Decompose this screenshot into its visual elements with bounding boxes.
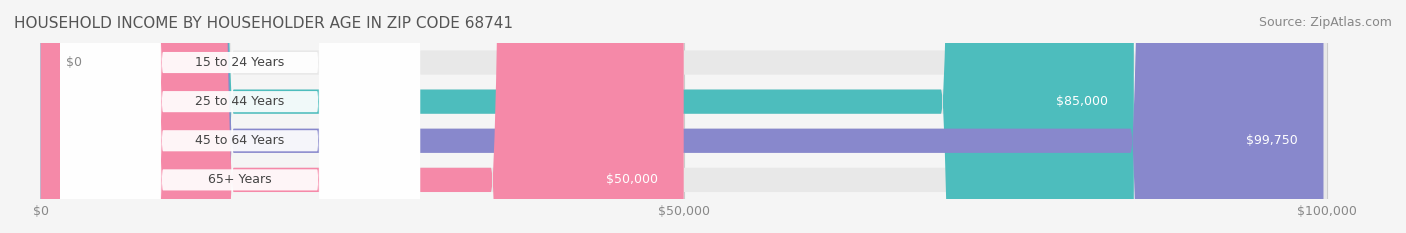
Text: Source: ZipAtlas.com: Source: ZipAtlas.com bbox=[1258, 16, 1392, 29]
FancyBboxPatch shape bbox=[60, 0, 420, 233]
FancyBboxPatch shape bbox=[41, 0, 1323, 233]
Text: $85,000: $85,000 bbox=[1056, 95, 1108, 108]
FancyBboxPatch shape bbox=[41, 0, 1133, 233]
FancyBboxPatch shape bbox=[60, 0, 420, 233]
Text: 15 to 24 Years: 15 to 24 Years bbox=[195, 56, 284, 69]
Text: 65+ Years: 65+ Years bbox=[208, 173, 271, 186]
Text: $99,750: $99,750 bbox=[1246, 134, 1298, 147]
FancyBboxPatch shape bbox=[60, 0, 420, 233]
FancyBboxPatch shape bbox=[60, 0, 420, 233]
Text: 25 to 44 Years: 25 to 44 Years bbox=[195, 95, 284, 108]
FancyBboxPatch shape bbox=[41, 0, 1327, 233]
Text: $50,000: $50,000 bbox=[606, 173, 658, 186]
FancyBboxPatch shape bbox=[41, 0, 683, 233]
Text: HOUSEHOLD INCOME BY HOUSEHOLDER AGE IN ZIP CODE 68741: HOUSEHOLD INCOME BY HOUSEHOLDER AGE IN Z… bbox=[14, 16, 513, 31]
FancyBboxPatch shape bbox=[41, 0, 1327, 233]
Text: $0: $0 bbox=[66, 56, 83, 69]
FancyBboxPatch shape bbox=[41, 0, 1327, 233]
FancyBboxPatch shape bbox=[41, 0, 1327, 233]
Text: 45 to 64 Years: 45 to 64 Years bbox=[195, 134, 284, 147]
